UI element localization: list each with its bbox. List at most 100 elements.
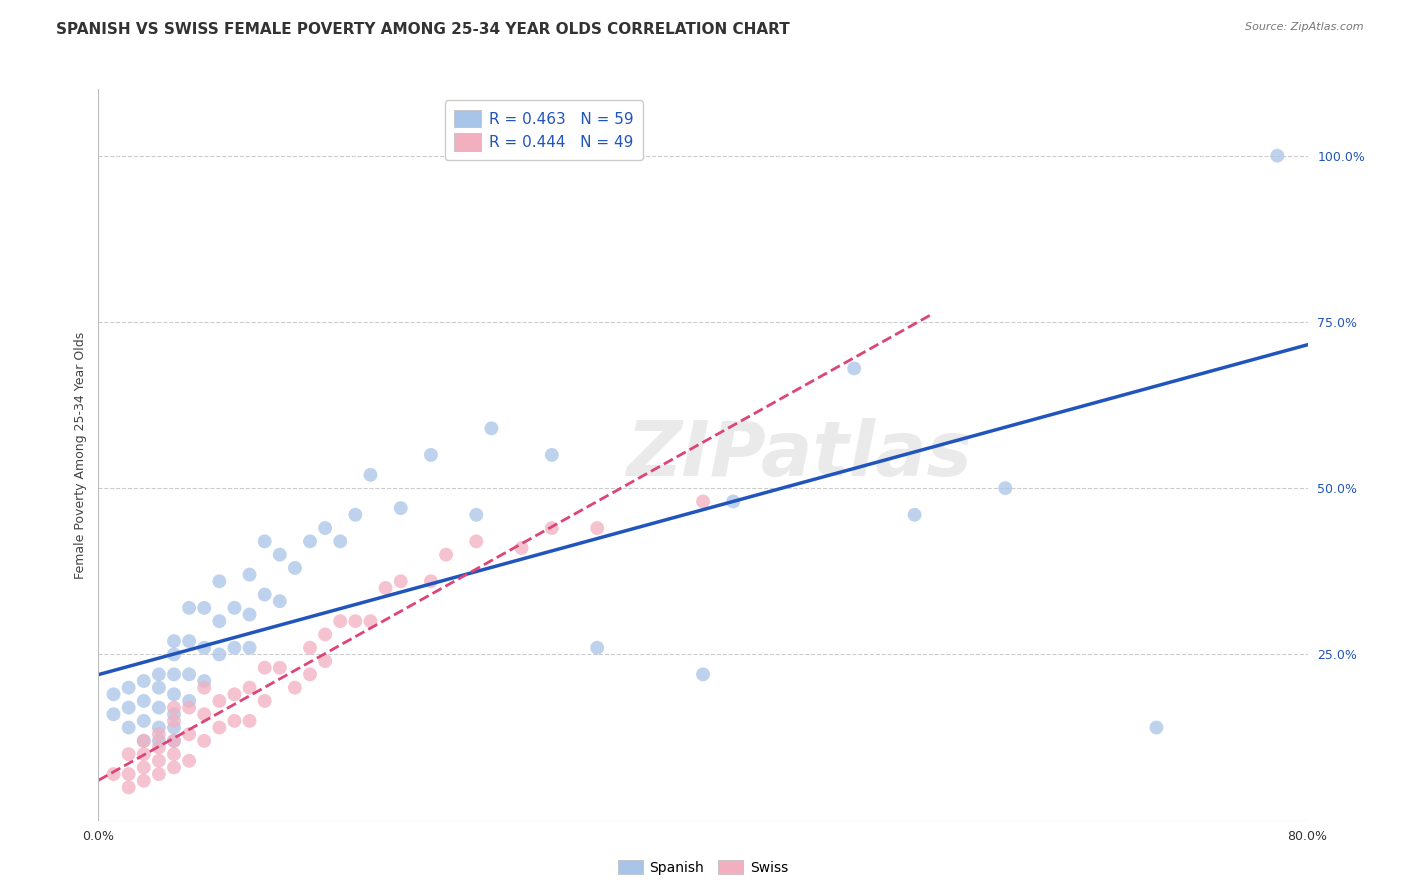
Point <box>389 574 412 589</box>
Point <box>692 494 714 508</box>
Point <box>253 694 276 708</box>
Point <box>163 734 186 748</box>
Point <box>434 548 457 562</box>
Point <box>208 694 231 708</box>
Point <box>1265 149 1288 163</box>
Point <box>163 648 186 662</box>
Point <box>844 361 866 376</box>
Point <box>132 714 155 728</box>
Point <box>148 767 170 781</box>
Text: SPANISH VS SWISS FEMALE POVERTY AMONG 25-34 YEAR OLDS CORRELATION CHART: SPANISH VS SWISS FEMALE POVERTY AMONG 25… <box>56 22 790 37</box>
Point <box>163 760 186 774</box>
Point <box>284 681 307 695</box>
Point <box>239 567 262 582</box>
Point <box>163 714 186 728</box>
Point <box>239 681 262 695</box>
Point <box>389 501 412 516</box>
Point <box>239 607 262 622</box>
Point <box>314 627 336 641</box>
Point <box>904 508 927 522</box>
Point <box>132 734 155 748</box>
Point <box>132 694 155 708</box>
Point <box>148 727 170 741</box>
Point <box>163 667 186 681</box>
Point <box>148 734 170 748</box>
Y-axis label: Female Poverty Among 25-34 Year Olds: Female Poverty Among 25-34 Year Olds <box>75 331 87 579</box>
Point <box>299 534 322 549</box>
Point <box>177 694 201 708</box>
Point <box>193 734 215 748</box>
Point <box>118 681 141 695</box>
Point <box>314 521 336 535</box>
Legend: R = 0.463   N = 59, R = 0.444   N = 49: R = 0.463 N = 59, R = 0.444 N = 49 <box>444 101 643 161</box>
Point <box>360 467 382 482</box>
Text: Source: ZipAtlas.com: Source: ZipAtlas.com <box>1246 22 1364 32</box>
Point <box>208 648 231 662</box>
Point <box>148 667 170 681</box>
Point <box>148 721 170 735</box>
Point <box>118 747 141 761</box>
Point <box>148 681 170 695</box>
Point <box>269 661 291 675</box>
Point <box>163 634 186 648</box>
Point <box>193 707 215 722</box>
Text: ZIPatlas: ZIPatlas <box>627 418 973 491</box>
Point <box>132 760 155 774</box>
Point <box>208 574 231 589</box>
Point <box>193 600 215 615</box>
Point <box>239 714 262 728</box>
Point <box>269 594 291 608</box>
Point <box>586 640 609 655</box>
Point <box>253 534 276 549</box>
Point <box>177 700 201 714</box>
Point <box>253 588 276 602</box>
Point <box>118 780 141 795</box>
Point <box>721 494 744 508</box>
Point <box>103 707 125 722</box>
Point <box>193 681 215 695</box>
Point <box>419 574 441 589</box>
Point <box>344 614 367 628</box>
Point <box>163 747 186 761</box>
Point <box>132 734 155 748</box>
Point <box>118 700 141 714</box>
Point <box>269 548 291 562</box>
Point <box>177 754 201 768</box>
Point <box>224 687 246 701</box>
Point <box>224 600 246 615</box>
Point <box>163 687 186 701</box>
Legend: Spanish, Swiss: Spanish, Swiss <box>612 855 794 880</box>
Point <box>1144 721 1167 735</box>
Point <box>177 634 201 648</box>
Point <box>208 614 231 628</box>
Point <box>148 700 170 714</box>
Point <box>148 754 170 768</box>
Point <box>253 661 276 675</box>
Point <box>103 687 125 701</box>
Point <box>465 534 488 549</box>
Point <box>208 721 231 735</box>
Point <box>329 534 352 549</box>
Point <box>239 640 262 655</box>
Point <box>465 508 488 522</box>
Point <box>148 740 170 755</box>
Point <box>329 614 352 628</box>
Point <box>193 640 215 655</box>
Point <box>177 600 201 615</box>
Point <box>314 654 336 668</box>
Point <box>224 640 246 655</box>
Point <box>118 767 141 781</box>
Point <box>994 481 1017 495</box>
Point <box>360 614 382 628</box>
Point <box>344 508 367 522</box>
Point <box>586 521 609 535</box>
Point <box>419 448 441 462</box>
Point <box>299 667 322 681</box>
Point <box>374 581 396 595</box>
Point <box>540 521 562 535</box>
Point <box>163 721 186 735</box>
Point <box>299 640 322 655</box>
Point <box>103 767 125 781</box>
Point <box>510 541 533 555</box>
Point <box>163 707 186 722</box>
